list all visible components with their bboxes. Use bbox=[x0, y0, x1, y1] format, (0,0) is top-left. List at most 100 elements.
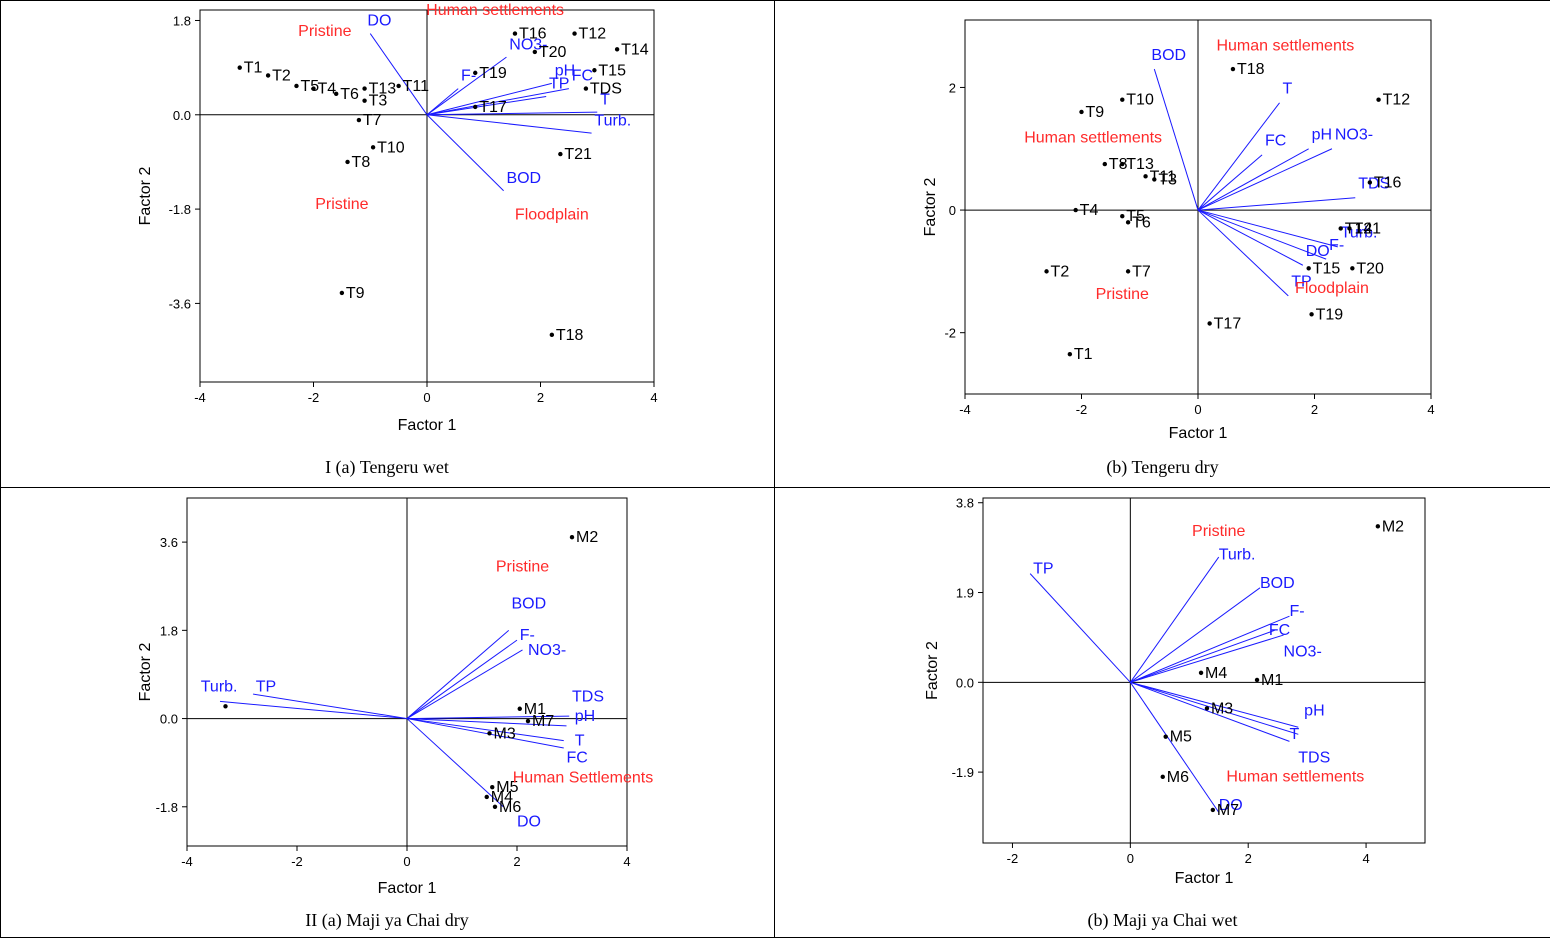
loading-vector-tp bbox=[1197, 209, 1289, 297]
loading-vector-bod bbox=[1130, 587, 1261, 683]
vector-label-f: F- bbox=[461, 68, 476, 85]
point-label-m6: M6 bbox=[1167, 769, 1189, 786]
loading-vector-do bbox=[406, 718, 504, 808]
point-label-m3: M3 bbox=[494, 725, 516, 742]
data-point-t19 bbox=[473, 70, 478, 76]
vector-label-f: F- bbox=[520, 627, 535, 644]
point-label-t14: T14 bbox=[621, 41, 649, 58]
loading-vector-ph bbox=[406, 718, 567, 727]
point-label-t11: T11 bbox=[403, 78, 429, 95]
data-point-t4 bbox=[311, 86, 316, 91]
data-point-t21 bbox=[558, 151, 563, 157]
loading-vector-tds bbox=[1130, 681, 1299, 735]
loading-vector-bod bbox=[1153, 68, 1199, 211]
loading-vector-t bbox=[1130, 681, 1290, 742]
point-label-t7: T7 bbox=[363, 112, 382, 129]
point-label-t5: T5 bbox=[1126, 208, 1145, 225]
y-tick-label: 3.8 bbox=[956, 496, 974, 511]
data-point-t7 bbox=[356, 117, 362, 123]
group-label-pristine: Pristine bbox=[298, 23, 351, 40]
x-tick-label: 0 bbox=[1194, 402, 1201, 417]
chart-caption: (b) Maji ya Chai wet bbox=[1087, 910, 1238, 930]
loading-vector-turb bbox=[426, 114, 592, 134]
point-label-m4: M4 bbox=[491, 789, 513, 806]
point-label-t17: T17 bbox=[479, 99, 507, 116]
point-label-t2: T2 bbox=[1051, 263, 1070, 280]
point-label-m3: M3 bbox=[1211, 700, 1233, 717]
data-point-t14 bbox=[1338, 226, 1343, 231]
loading-vector-no3 bbox=[1197, 148, 1333, 211]
group-label-human-settlements: Human settlements bbox=[1226, 769, 1364, 786]
data-point-t8 bbox=[345, 159, 350, 165]
data-point-t2 bbox=[265, 73, 271, 78]
chart-panel-tengeru-wet: -4 -2 0 2 4 1.8 0.0 -1.8 -3.6 Factor 1 Factor 2 DO N… bbox=[0, 0, 774, 486]
data-point-tds bbox=[583, 86, 589, 91]
vector-label-t: T bbox=[600, 91, 610, 108]
loading-vector-turb bbox=[219, 700, 408, 720]
point-label-t8: T8 bbox=[1109, 156, 1128, 173]
data-point-m6 bbox=[1160, 774, 1165, 780]
point-label-m5: M5 bbox=[1170, 729, 1192, 746]
chart-plot: -4 -2 0 2 4 2 0 -2 Factor 1 Factor 2 BOD T FC pH NO3- T… bbox=[922, 19, 1435, 442]
point-label-t11: T11 bbox=[1150, 168, 1176, 185]
loading-vector-do bbox=[1197, 209, 1304, 266]
vector-label-bod: BOD bbox=[506, 170, 541, 187]
vector-label-tds: TDS bbox=[1358, 176, 1390, 193]
data-point-m5 bbox=[1163, 734, 1168, 739]
chart-caption: (b) Tengeru dry bbox=[1106, 457, 1219, 477]
loading-vector-f bbox=[426, 88, 459, 116]
vector-label-fc: FC bbox=[567, 750, 588, 767]
x-tick-label: 4 bbox=[1427, 402, 1434, 417]
data-point-t16 bbox=[512, 31, 518, 36]
point-label-t10: T10 bbox=[377, 139, 405, 156]
loading-vector-do bbox=[1129, 682, 1220, 813]
x-axis-label: Factor 1 bbox=[1169, 425, 1228, 442]
point-label-t6: T6 bbox=[340, 86, 359, 103]
x-tick-label: 0 bbox=[403, 854, 410, 869]
frame-middle bbox=[774, 0, 775, 938]
loading-vector-t bbox=[1197, 102, 1280, 211]
vector-label-no3: NO3- bbox=[528, 642, 566, 659]
vector-label-t: T bbox=[1289, 726, 1299, 743]
y-tick-label: 1.9 bbox=[956, 586, 974, 601]
point-label-t9: T9 bbox=[1086, 104, 1105, 121]
data-point-t9 bbox=[339, 290, 345, 296]
point-label-m5: M5 bbox=[496, 779, 518, 796]
point-label-t21: T21 bbox=[1353, 220, 1381, 237]
point-label-m6: M6 bbox=[499, 799, 521, 816]
group-label-pristine: Pristine bbox=[1192, 523, 1245, 540]
vector-label-turb: Turb. bbox=[1219, 546, 1256, 563]
point-label-m1: M1 bbox=[524, 701, 546, 718]
x-axis-label: Factor 1 bbox=[1175, 870, 1234, 887]
x-tick-label: -4 bbox=[959, 402, 971, 417]
vector-label-do: DO bbox=[1306, 243, 1330, 260]
chart-plot: -4 -2 0 2 4 1.8 0.0 -1.8 -3.6 Factor 1 Factor 2 DO N… bbox=[137, 2, 658, 434]
vector-label-turb: Turb. bbox=[201, 679, 238, 696]
point-label-m7: M7 bbox=[532, 713, 554, 730]
chart-plot: -4 -2 0 2 4 3.6 1.8 0.0 -1.8 Factor 1 Factor 2 Turb… bbox=[137, 497, 653, 897]
vector-label-do: DO bbox=[1219, 797, 1243, 814]
y-tick-label: 0.0 bbox=[160, 712, 178, 727]
data-point-t10 bbox=[370, 145, 376, 150]
vector-label-f: F- bbox=[1329, 237, 1344, 254]
data-point-t12 bbox=[1376, 97, 1381, 102]
loading-vector-f bbox=[1197, 209, 1327, 260]
loading-vector-turb bbox=[1129, 556, 1220, 683]
data-point-t11 bbox=[1143, 174, 1148, 179]
vector-label-fc: FC bbox=[1265, 133, 1286, 150]
point-label-t4: T4 bbox=[318, 81, 337, 98]
data-point-t5 bbox=[1120, 213, 1125, 219]
data-point-m2 bbox=[569, 535, 575, 540]
data-point-t2 bbox=[1044, 269, 1049, 274]
y-tick-label: 0 bbox=[949, 203, 956, 218]
point-label-t1: T1 bbox=[244, 60, 263, 77]
loading-vector-tds bbox=[1197, 197, 1356, 211]
point-label-t20: T20 bbox=[539, 44, 567, 61]
vector-label-bod: BOD bbox=[1260, 575, 1295, 592]
data-point-t13 bbox=[362, 86, 367, 91]
data-point-t14 bbox=[614, 47, 620, 52]
data-point-t21 bbox=[1347, 226, 1352, 231]
data-point-m1 bbox=[1254, 677, 1260, 683]
y-tick-label: -1.8 bbox=[169, 202, 191, 217]
vector-label-tp: TP bbox=[256, 679, 276, 696]
